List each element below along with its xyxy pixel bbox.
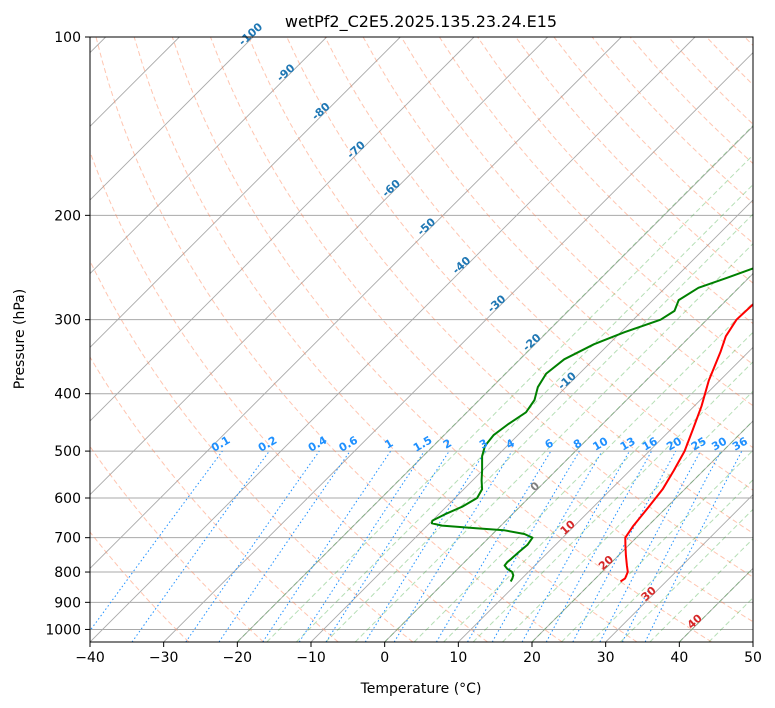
mixing-ratio-line	[262, 450, 392, 642]
dry-adiabat	[400, 37, 753, 407]
x-tick-label: −30	[149, 650, 179, 666]
isotherm-line	[90, 37, 254, 201]
isotherm-line	[90, 37, 696, 642]
sounding-profiles	[430, 267, 753, 583]
dry-adiabat	[210, 37, 753, 623]
chart-title: wetPf2_C2E5.2025.135.23.24.E15	[285, 12, 557, 32]
moist-adiabat	[472, 361, 753, 642]
x-tick-label: 50	[744, 650, 762, 666]
y-axis-label: Pressure (hPa)	[12, 289, 28, 389]
isotherm-line	[458, 346, 753, 642]
isotherm-line	[90, 37, 622, 569]
y-tick-label: 500	[54, 444, 81, 460]
y-tick-label: 400	[54, 387, 81, 403]
isotherm-line	[310, 199, 753, 642]
moist-adiabat	[649, 538, 753, 642]
y-tick-label: 600	[54, 491, 81, 507]
x-tick-label: 10	[449, 650, 467, 666]
dry-adiabat	[90, 150, 488, 642]
y-tick-label: 800	[54, 565, 81, 581]
x-tick-label: 20	[523, 650, 541, 666]
moist-adiabat	[413, 302, 753, 642]
mixing-ratio-line	[521, 450, 630, 642]
moist-adiabat	[384, 272, 753, 642]
moist-adiabat	[236, 124, 753, 642]
y-tick-label: 100	[54, 30, 81, 46]
mixing-ratio-line	[644, 450, 743, 642]
x-tick-label: −20	[223, 650, 253, 666]
y-tick-label: 900	[54, 595, 81, 611]
isotherm-line	[384, 273, 753, 642]
mixing-ratio-line	[545, 450, 653, 642]
dry-adiabat	[438, 37, 753, 366]
moist-adiabat	[678, 567, 753, 642]
dry-adiabat	[90, 445, 264, 642]
dry-adiabat	[90, 259, 414, 642]
moist-adiabat	[531, 420, 753, 642]
moist-adiabat	[325, 213, 753, 642]
x-tick-label: −10	[296, 650, 326, 666]
x-axis-label: Temperature (°C)	[360, 681, 482, 697]
isotherm-line	[163, 52, 753, 642]
mixing-ratio-line	[131, 450, 270, 642]
mixing-ratio-line	[298, 450, 425, 642]
mixing-ratio-line	[572, 450, 677, 642]
isotherm-line	[90, 37, 327, 275]
moist-adiabat	[443, 331, 753, 642]
isotherm-line	[237, 125, 753, 642]
x-tick-label: 30	[597, 650, 615, 666]
dry-adiabat	[90, 356, 339, 642]
y-axis: 100 200 300 400 500 600 700 800 900 1000	[45, 30, 90, 638]
isotherm-line	[531, 420, 753, 642]
mixing-ratio-line	[393, 450, 513, 642]
mixing-ratio-line	[218, 450, 351, 642]
mixing-ratio-line	[185, 450, 320, 642]
y-tick-label: 200	[54, 208, 81, 224]
moist-adiabat	[590, 479, 753, 642]
moist-adiabat	[295, 183, 753, 642]
dry-adiabat	[324, 37, 753, 491]
x-tick-label: 0	[380, 650, 389, 666]
isotherm-line	[90, 37, 401, 348]
background-lines	[90, 37, 753, 642]
dry-adiabat	[133, 37, 638, 642]
x-axis: −40 −30 −20 −10 0 10 20 30 40 50	[75, 642, 762, 666]
moist-adiabat	[502, 390, 753, 642]
moist-adiabat	[266, 154, 753, 642]
dry-adiabat	[95, 37, 563, 642]
dewpoint-line	[430, 267, 753, 582]
dry-adiabat	[90, 531, 190, 642]
dry-adiabat	[171, 37, 712, 642]
moist-adiabat	[354, 242, 753, 642]
y-tick-label: 700	[54, 531, 81, 547]
isotherm-line	[90, 37, 475, 422]
y-tick-label: 1000	[45, 622, 81, 638]
isotherm-line	[605, 494, 753, 642]
x-tick-label: 40	[670, 650, 688, 666]
dry-adiabat	[515, 37, 753, 284]
dry-adiabat	[248, 37, 753, 578]
mixing-ratio-line	[325, 450, 450, 642]
isotherm-line	[90, 37, 548, 496]
temperature-line	[619, 303, 753, 583]
moist-adiabat	[620, 508, 753, 642]
x-tick-label: −40	[75, 650, 105, 666]
plot-frame	[89, 36, 754, 643]
moist-adiabat	[561, 449, 753, 642]
mixing-ratio-line	[90, 450, 223, 632]
y-tick-label: 300	[54, 313, 81, 329]
moist-adiabat	[708, 597, 753, 642]
